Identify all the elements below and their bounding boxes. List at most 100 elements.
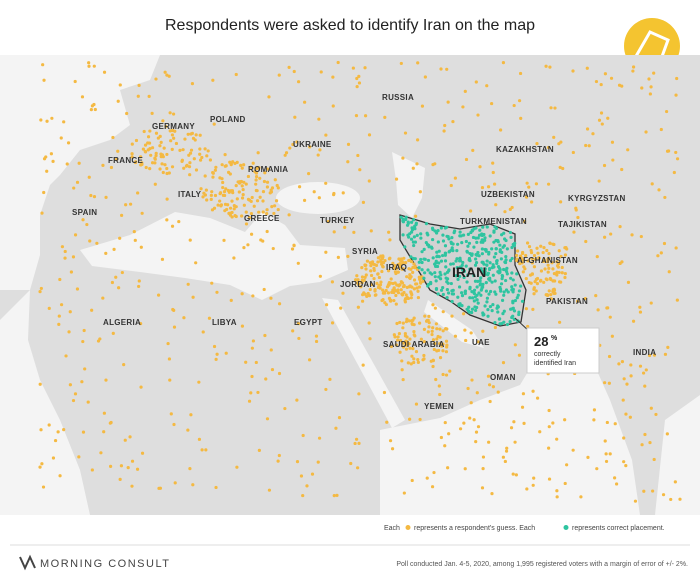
country-label: LIBYA — [212, 318, 237, 327]
guess-dot — [410, 354, 414, 358]
guess-dot — [415, 286, 419, 290]
guess-dot — [158, 144, 162, 148]
guess-dot — [640, 443, 644, 447]
guess-dot — [510, 205, 514, 210]
guess-dot — [445, 234, 449, 238]
country-label: GERMANY — [152, 122, 195, 131]
guess-dot — [405, 317, 409, 321]
guess-dot — [465, 280, 469, 284]
guess-dot — [431, 227, 435, 232]
guess-dot — [163, 163, 167, 167]
guess-dot — [530, 261, 534, 265]
guess-dot — [481, 225, 485, 229]
guess-dot — [481, 455, 486, 459]
guess-dot — [496, 240, 500, 244]
guess-dot — [400, 368, 404, 372]
guess-dot — [295, 398, 299, 402]
guess-dot — [291, 329, 295, 333]
guess-dot — [221, 193, 225, 197]
guess-dot — [406, 233, 410, 237]
guess-dot — [244, 182, 248, 186]
country-label: OMAN — [490, 373, 516, 382]
guess-dot — [402, 491, 406, 495]
country-label: ITALY — [178, 190, 202, 199]
guess-dot — [109, 165, 114, 170]
guess-dot — [405, 275, 409, 279]
guess-dot — [303, 100, 307, 104]
guess-dot — [409, 275, 413, 279]
guess-dot — [594, 79, 599, 84]
guess-dot — [391, 288, 395, 292]
guess-dot — [229, 163, 233, 167]
guess-dot — [120, 270, 124, 275]
guess-dot — [392, 266, 396, 271]
guess-dot — [81, 218, 85, 222]
guess-dot — [118, 83, 122, 87]
guess-dot — [212, 122, 216, 126]
guess-dot — [515, 296, 519, 300]
guess-dot — [38, 290, 42, 294]
guess-dot — [458, 234, 462, 238]
guess-dot — [675, 157, 680, 161]
guess-dot — [496, 310, 500, 314]
guess-dot — [317, 117, 321, 121]
guess-dot — [58, 474, 62, 478]
guess-dot — [486, 271, 490, 275]
guess-dot — [244, 210, 248, 214]
guess-dot — [622, 377, 626, 381]
guess-dot — [40, 462, 44, 466]
guess-dot — [445, 296, 449, 300]
guess-dot — [620, 167, 624, 172]
guess-dot — [361, 200, 366, 204]
guess-dot — [65, 162, 69, 166]
guess-dot — [531, 307, 535, 311]
guess-dot — [485, 263, 489, 267]
guess-dot — [324, 250, 328, 254]
guess-dot — [502, 267, 506, 272]
guess-dot — [363, 114, 368, 118]
guess-dot — [431, 256, 435, 260]
guess-dot — [222, 238, 226, 242]
guess-dot — [416, 295, 420, 300]
guess-dot — [363, 275, 367, 279]
guess-dot — [90, 308, 94, 312]
guess-dot — [143, 149, 147, 154]
guess-dot — [130, 152, 134, 156]
guess-dot — [234, 184, 238, 188]
guess-dot — [173, 129, 177, 133]
guess-dot — [516, 249, 520, 253]
guess-dot — [364, 273, 368, 277]
guess-dot — [644, 130, 648, 134]
guess-dot — [458, 230, 462, 234]
guess-dot — [434, 279, 438, 283]
guess-dot — [331, 104, 335, 108]
guess-dot — [72, 186, 76, 190]
guess-dot — [203, 174, 207, 178]
guess-dot — [667, 270, 671, 274]
guess-dot — [473, 279, 478, 283]
guess-dot — [39, 118, 43, 122]
guess-dot — [480, 252, 484, 256]
guess-dot — [274, 199, 279, 203]
guess-dot — [318, 148, 322, 152]
guess-dot — [413, 264, 417, 269]
guess-dot — [490, 492, 494, 496]
guess-dot — [124, 203, 128, 207]
guess-dot — [401, 156, 405, 160]
country-label: SPAIN — [72, 208, 97, 217]
guess-dot — [369, 269, 373, 273]
guess-dot — [66, 141, 71, 145]
guess-dot — [391, 261, 395, 265]
guess-dot — [557, 142, 561, 146]
guess-dot — [471, 148, 475, 153]
guess-dot — [498, 243, 502, 247]
guess-dot — [355, 274, 359, 278]
guess-dot — [458, 274, 462, 278]
guess-dot — [228, 211, 232, 215]
guess-dot — [324, 181, 328, 185]
guess-dot — [88, 239, 92, 243]
guess-dot — [277, 302, 282, 306]
annotation-text: correctly — [534, 351, 561, 358]
guess-dot — [547, 477, 552, 481]
